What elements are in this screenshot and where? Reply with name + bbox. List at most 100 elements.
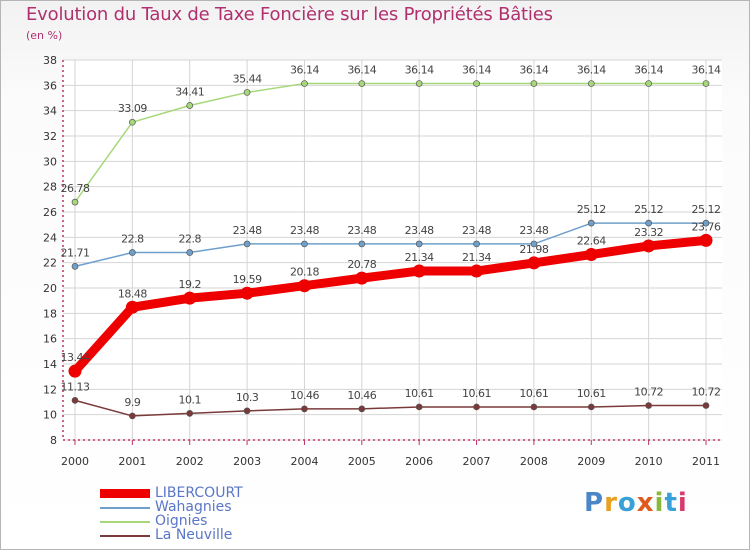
data-label-libercourt: 21.98 [519, 243, 548, 256]
legend-item: La Neuville [100, 527, 340, 544]
legend-label: La Neuville [155, 527, 233, 543]
data-point-oignies [645, 80, 652, 87]
legend-swatch [100, 535, 150, 537]
logo-letter: i [654, 488, 665, 518]
x-tick-label: 2001 [118, 455, 146, 468]
data-point-la-neuville [186, 410, 194, 417]
legend-item: Wahagnies [100, 499, 340, 516]
data-label-wahagnies: 23.48 [462, 224, 491, 237]
data-label-oignies: 36.14 [290, 64, 319, 77]
data-label-oignies: 36.14 [405, 64, 434, 77]
y-tick-label: 34 [43, 105, 57, 118]
data-label-libercourt: 19.2 [178, 278, 201, 291]
series-line-wahagnies [74, 222, 707, 268]
data-label-wahagnies: 25.12 [634, 203, 663, 216]
x-tick-label: 2003 [233, 455, 261, 468]
data-label-wahagnies: 25.12 [577, 203, 606, 216]
data-label-libercourt: 13.44 [61, 351, 90, 364]
data-label-oignies: 36.14 [692, 64, 721, 77]
data-point-wahagnies [415, 240, 423, 248]
data-point-wahagnies [645, 219, 652, 227]
data-point-wahagnies [358, 240, 366, 248]
y-tick-label: 30 [43, 155, 57, 168]
data-label-libercourt: 18.48 [118, 287, 147, 300]
x-tick-label: 2007 [463, 455, 491, 468]
data-point-oignies [530, 80, 538, 87]
data-label-la-neuville: 11.13 [61, 380, 90, 393]
data-label-oignies: 36.14 [347, 64, 376, 77]
y-tick-label: 20 [43, 282, 57, 295]
legend-swatch [100, 507, 150, 509]
data-point-la-neuville [129, 412, 136, 420]
data-label-wahagnies: 21.71 [61, 246, 90, 259]
logo-letter: P [584, 488, 605, 518]
data-label-wahagnies: 22.8 [178, 233, 201, 246]
data-point-libercourt [699, 233, 713, 247]
y-tick-label: 26 [43, 206, 57, 219]
x-tick-label: 2000 [61, 455, 89, 468]
data-point-libercourt [412, 264, 426, 278]
data-point-oignies [301, 80, 308, 87]
data-point-la-neuville [415, 403, 423, 411]
y-axis-unit: (en %) [26, 29, 63, 42]
data-label-wahagnies: 23.48 [290, 224, 319, 237]
data-point-wahagnies [587, 219, 595, 227]
legend-item: Oignies [100, 513, 340, 530]
data-point-libercourt [470, 264, 484, 278]
y-tick-label: 28 [43, 181, 57, 194]
data-point-wahagnies [702, 219, 710, 227]
legend-swatch [100, 521, 150, 523]
data-point-wahagnies [243, 240, 251, 248]
x-tick-label: 2004 [290, 455, 318, 468]
data-label-wahagnies: 25.12 [692, 203, 721, 216]
data-point-wahagnies [530, 240, 538, 248]
x-tick-label: 2010 [635, 455, 663, 468]
data-point-libercourt [584, 248, 598, 262]
data-point-wahagnies [186, 249, 194, 256]
y-tick-label: 24 [43, 231, 57, 244]
data-point-libercourt [240, 286, 254, 300]
data-point-wahagnies [473, 240, 480, 248]
data-label-oignies: 35.44 [233, 72, 262, 85]
data-point-libercourt [68, 364, 82, 378]
chart-title: Evolution du Taux de Taxe Foncière sur l… [26, 4, 553, 25]
data-label-oignies: 36.14 [462, 64, 491, 77]
data-point-oignies [129, 118, 136, 126]
data-label-oignies: 36.14 [519, 64, 548, 77]
data-point-oignies [358, 80, 366, 87]
data-label-wahagnies: 23.48 [519, 224, 548, 237]
y-tick-label: 8 [50, 434, 57, 447]
data-label-la-neuville: 10.61 [519, 387, 548, 400]
y-tick-label: 18 [43, 307, 57, 320]
data-label-oignies: 33.09 [118, 102, 147, 115]
x-tick-label: 2011 [692, 455, 720, 468]
data-point-la-neuville [530, 403, 538, 411]
data-label-libercourt: 23.32 [634, 226, 663, 239]
data-label-oignies: 26.78 [61, 182, 90, 195]
data-label-wahagnies: 23.48 [233, 224, 262, 237]
data-label-libercourt: 22.64 [577, 235, 606, 248]
series-line-libercourt [70, 235, 711, 376]
y-tick-label: 36 [43, 79, 57, 92]
data-label-libercourt: 20.18 [290, 266, 319, 279]
data-point-la-neuville [587, 403, 595, 411]
proxiti-logo: Proxiti [584, 488, 688, 518]
x-tick-label: 2005 [348, 455, 376, 468]
logo-letter: o [617, 488, 637, 518]
data-point-wahagnies [71, 262, 79, 270]
y-tick-label: 12 [43, 383, 57, 396]
data-point-libercourt [125, 300, 139, 314]
data-label-wahagnies: 23.48 [347, 224, 376, 237]
data-label-libercourt: 21.34 [405, 251, 434, 264]
data-label-libercourt: 20.78 [347, 258, 376, 271]
data-label-wahagnies: 22.8 [121, 233, 144, 246]
logo-letter: i [677, 488, 688, 518]
x-tick-label: 2009 [577, 455, 605, 468]
data-point-libercourt [183, 291, 197, 305]
legend-swatch [100, 489, 150, 498]
series-line-oignies [74, 82, 707, 203]
y-tick-label: 22 [43, 257, 57, 270]
data-point-la-neuville [645, 402, 652, 409]
legend-label: Oignies [155, 513, 208, 529]
